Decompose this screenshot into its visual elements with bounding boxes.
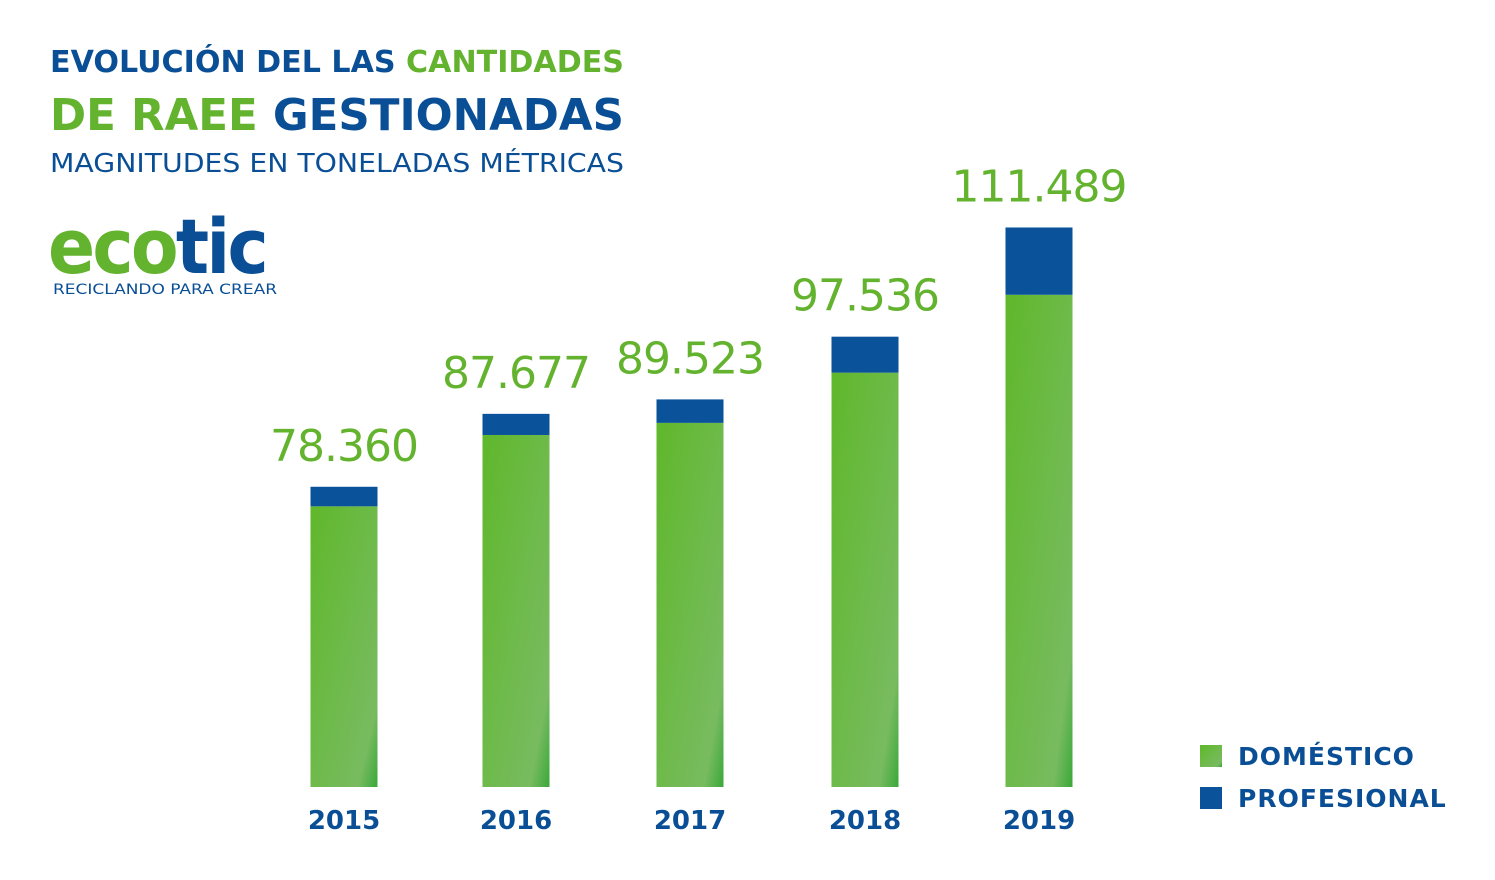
x-tick-label: 2015 (308, 806, 380, 836)
logo-part: tic (176, 202, 266, 291)
title-part: DE RAEE (50, 90, 273, 141)
legend-label: PROFESIONAL (1238, 784, 1447, 813)
total-label: 111.489 (952, 161, 1127, 212)
bar-segment (656, 399, 724, 423)
total-label: 78.360 (270, 421, 418, 472)
total-label: 97.536 (791, 271, 939, 322)
logo-tagline: RECICLANDO PARA CREAR (53, 282, 277, 298)
title-part: EVOLUCIÓN DEL LAS (50, 43, 406, 80)
title-part: CANTIDADES (406, 45, 624, 80)
x-tick-label: 2019 (1003, 806, 1075, 836)
x-tick-label: 2018 (829, 806, 901, 836)
bar-segment (1005, 294, 1073, 787)
legend-label: DOMÉSTICO (1238, 742, 1415, 771)
x-tick-label: 2016 (480, 806, 552, 836)
total-label: 89.523 (616, 333, 764, 384)
bar-segment (1005, 227, 1073, 295)
bar-segment (310, 506, 378, 787)
total-label: 87.677 (442, 348, 590, 399)
subtitle: MAGNITUDES EN TONELADAS MÉTRICAS (50, 147, 624, 179)
logo: ecotic (48, 202, 266, 291)
logo-part: eco (48, 202, 176, 291)
bar-segment (831, 372, 899, 787)
bar-segment (831, 336, 899, 373)
bar-segment (482, 413, 550, 435)
title-line: EVOLUCIÓN DEL LAS CANTIDADES (50, 43, 624, 80)
title-part: GESTIONADAS (273, 90, 624, 141)
x-tick-label: 2017 (654, 806, 726, 836)
bar-segment (482, 434, 550, 787)
bar-segment (656, 422, 724, 787)
title-line: DE RAEE GESTIONADAS (50, 90, 624, 141)
bar-segment (310, 486, 378, 507)
legend-swatch (1200, 745, 1222, 767)
legend-swatch (1200, 787, 1222, 809)
